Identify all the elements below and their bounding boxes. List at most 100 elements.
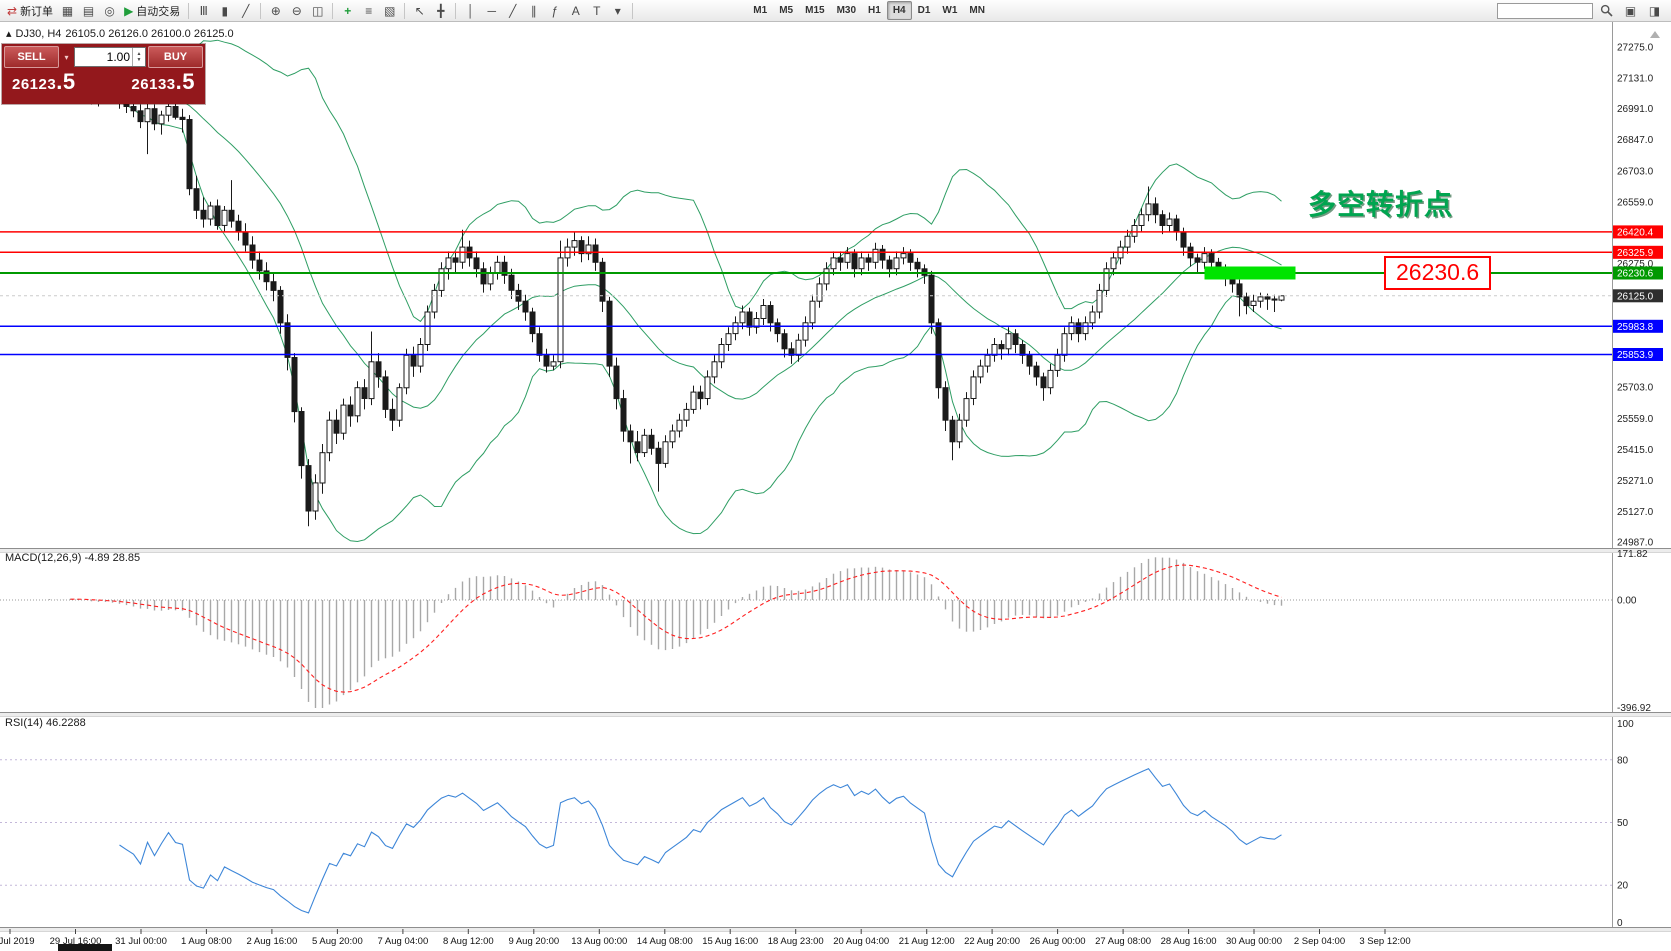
svg-text:25853.9: 25853.9 (1617, 350, 1654, 361)
timeframe-M15-button[interactable]: M15 (805, 5, 825, 16)
svg-text:26420.4: 26420.4 (1617, 227, 1654, 238)
toolbar-search: ▣ ◨ (1497, 1, 1668, 20)
toolbar-separator (455, 2, 457, 19)
current-price-badge (1613, 289, 1663, 303)
shapes-button[interactable]: ▾ (607, 1, 628, 20)
svg-text:27131.0: 27131.0 (1617, 74, 1654, 85)
sell-price: 26123.5 (12, 69, 76, 94)
profiles-icon: ▤ (82, 3, 95, 18)
svg-text:-396.92: -396.92 (1617, 703, 1651, 714)
indicators-button[interactable]: + (337, 1, 358, 20)
symbol-name: DJ30, H4 (15, 28, 62, 40)
volume-dropdown-icon[interactable]: ▾ (64, 52, 69, 62)
time-axis-label: 26 Jul 2019 (0, 936, 35, 947)
text-icon: A (571, 3, 580, 18)
timeframe-M1-button[interactable]: M1 (753, 5, 768, 16)
fibonacci-icon: ƒ (551, 3, 559, 18)
options-icon[interactable]: ◨ (1648, 3, 1661, 18)
svg-text:20: 20 (1617, 881, 1629, 892)
zoom-in-icon: ⊕ (270, 3, 281, 18)
buy-price: 26133.5 (131, 69, 195, 94)
line-chart-button[interactable]: ╱ (235, 1, 256, 20)
panel-separator[interactable] (0, 927, 1671, 932)
new-chart-button[interactable]: ▦ (57, 1, 78, 20)
panel-separator[interactable] (0, 712, 1671, 717)
svg-text:25127.0: 25127.0 (1617, 507, 1654, 518)
vertical-line-icon: │ (467, 3, 475, 18)
toolbar-separator (260, 2, 262, 19)
volume-input[interactable] (75, 48, 132, 66)
timeframe-W1-button[interactable]: W1 (942, 5, 958, 16)
bar-chart-button[interactable]: Ⅲ (193, 1, 214, 20)
timeframe-D1-button[interactable]: D1 (917, 5, 931, 16)
periods-button[interactable]: ≡ (358, 1, 379, 20)
channel-button[interactable]: ∥ (523, 1, 544, 20)
market-watch-button[interactable]: ◎ (99, 1, 120, 20)
trendline-icon: ╱ (509, 3, 517, 18)
alerts-icon[interactable]: ▣ (1624, 3, 1637, 18)
panel-separator[interactable] (0, 548, 1671, 553)
time-axis-label: 28 Aug 16:00 (1161, 936, 1217, 947)
templates-button[interactable]: ▧ (379, 1, 400, 20)
candle-chart-icon: ▮ (221, 3, 229, 18)
cursor-button[interactable]: ↖ (409, 1, 430, 20)
crosshair-button[interactable]: ╋ (430, 1, 451, 20)
candle-chart-button[interactable]: ▮ (214, 1, 235, 20)
spinner-up-icon[interactable]: ▲ (136, 50, 142, 57)
new-order-button[interactable]: ⇄ 新订单 (3, 1, 57, 20)
fibonacci-button[interactable]: ƒ (544, 1, 565, 20)
time-axis-label: 15 Aug 16:00 (702, 936, 758, 947)
svg-text:0: 0 (1617, 918, 1623, 929)
timeframe-MN-button[interactable]: MN (969, 5, 985, 16)
search-input[interactable] (1497, 2, 1593, 19)
svg-text:26230.6: 26230.6 (1617, 269, 1654, 280)
arrow-label-button[interactable]: T (586, 1, 607, 20)
time-axis-label: 14 Aug 08:00 (637, 936, 693, 947)
buy-button[interactable]: BUY (148, 46, 203, 68)
time-axis-label: 18 Aug 23:00 (768, 936, 824, 947)
highlight-bar[interactable] (1204, 266, 1296, 280)
market-watch-icon: ◎ (104, 3, 115, 18)
periods-icon: ≡ (365, 3, 373, 18)
time-axis-label: 22 Aug 20:00 (964, 936, 1020, 947)
volume-field: ▲▼ (74, 47, 146, 67)
profiles-button[interactable]: ▤ (78, 1, 99, 20)
svg-text:171.82: 171.82 (1617, 549, 1648, 560)
zoom-out-button[interactable]: ⊖ (286, 1, 307, 20)
time-axis-label: 9 Aug 20:00 (508, 936, 559, 947)
spinner-down-icon[interactable]: ▼ (136, 57, 142, 63)
price-level-box[interactable]: 26230.6 (1384, 256, 1492, 290)
trendline-button[interactable]: ╱ (502, 1, 523, 20)
volume-spinner[interactable]: ▲ ▼ (132, 48, 145, 66)
timeframe-M30-button[interactable]: M30 (836, 5, 857, 16)
zoom-in-button[interactable]: ⊕ (265, 1, 286, 20)
search-icon[interactable] (1596, 1, 1617, 20)
toolbar-separator (404, 2, 406, 19)
line-chart-icon: ╱ (242, 3, 250, 18)
new-order-icon: ⇄ (7, 3, 18, 18)
time-axis-label: 2 Sep 04:00 (1294, 936, 1345, 947)
timeframe-H1-button[interactable]: H1 (868, 5, 881, 16)
new-chart-icon: ▦ (61, 3, 74, 18)
svg-text:26325.9: 26325.9 (1617, 248, 1654, 259)
bottom-dark-strip (58, 944, 112, 951)
chart-annotation-text[interactable]: 多空转折点 (1308, 189, 1454, 220)
crosshair-icon: ╋ (437, 3, 445, 18)
timeframe-H4-button[interactable]: H4 (886, 1, 912, 20)
cursor-icon: ↖ (414, 3, 425, 18)
chart-canvas[interactable]: 27275.0 27131.0 26991.0 26847.0 26703.0 26559… (0, 22, 1671, 951)
sell-button[interactable]: SELL (4, 46, 59, 68)
macd-plot: 171.82 0.00 -396.92 (0, 549, 1651, 714)
svg-text:80: 80 (1617, 755, 1629, 766)
text-button[interactable]: A (565, 1, 586, 20)
vertical-line-button[interactable]: │ (460, 1, 481, 20)
timeframe-M5-button[interactable]: M5 (779, 5, 794, 16)
time-axis-label: 30 Aug 00:00 (1226, 936, 1282, 947)
chart-scroll-marker[interactable] (1650, 31, 1660, 38)
autotrading-button[interactable]: ▶ 自动交易 (120, 1, 184, 20)
horizontal-line-button[interactable]: ─ (481, 1, 502, 20)
time-axis-label: 20 Aug 04:00 (833, 936, 889, 947)
time-axis-label: 1 Aug 08:00 (181, 936, 232, 947)
tile-windows-button[interactable]: ◫ (307, 1, 328, 20)
svg-text:26559.0: 26559.0 (1617, 197, 1654, 208)
